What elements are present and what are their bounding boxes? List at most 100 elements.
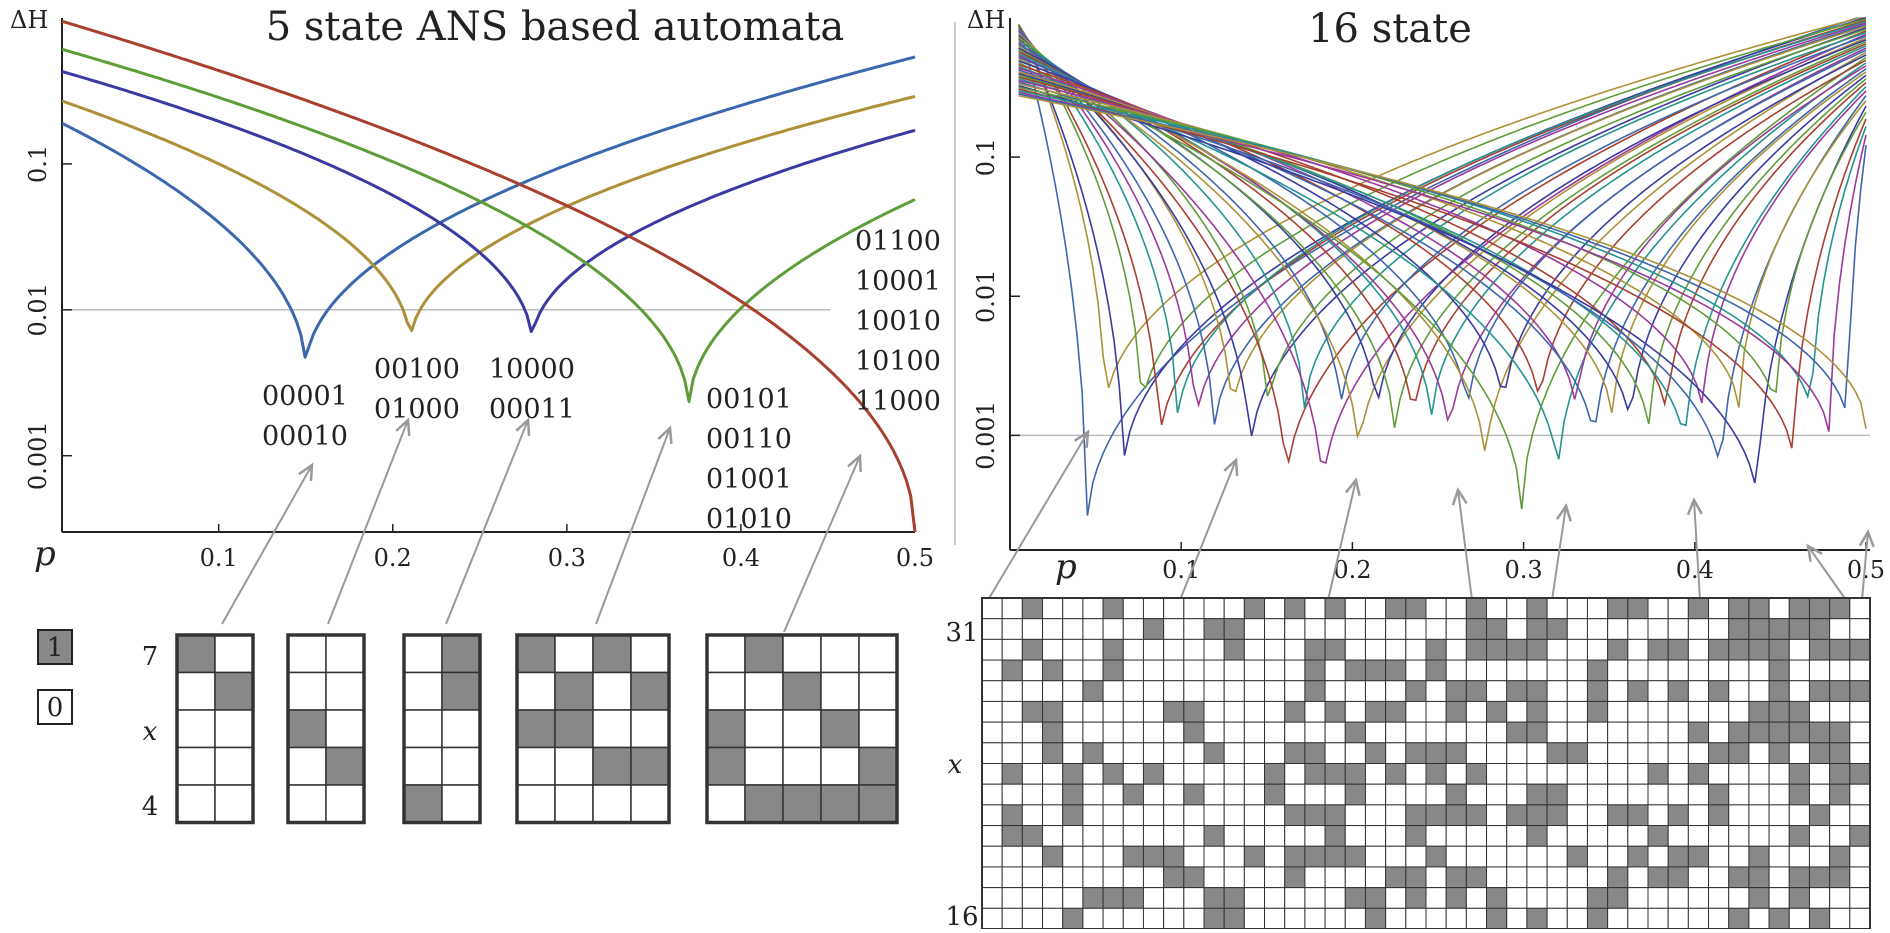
left-grid-cell xyxy=(744,784,784,824)
right-grid-cell xyxy=(1243,804,1266,827)
right-grid-cell xyxy=(1243,907,1266,930)
left-code-label: 10010 xyxy=(855,306,941,337)
right-series-line xyxy=(1017,18,1867,389)
right-grid-cell xyxy=(1284,659,1306,682)
right-grid-cell xyxy=(981,866,1003,889)
left-grid-cell xyxy=(744,709,784,749)
right-grid-cell xyxy=(1021,825,1044,847)
right-grid-cell xyxy=(1264,659,1286,682)
right-grid-cell xyxy=(1324,638,1346,661)
right-grid-cell xyxy=(1728,721,1750,744)
right-grid-cell xyxy=(1284,845,1306,868)
right-grid-cell xyxy=(1586,680,1609,702)
right-grid-cell xyxy=(1607,887,1629,909)
right-grid-cell xyxy=(1183,680,1205,702)
right-grid-cell xyxy=(1163,783,1185,806)
right-grid-cell xyxy=(1708,638,1730,661)
right-grid-cell xyxy=(1082,887,1104,909)
right-grid-cell xyxy=(1566,763,1588,785)
right-grid-cell xyxy=(1849,742,1871,764)
right-grid-cell xyxy=(1506,721,1528,744)
right-grid-cell xyxy=(1122,680,1144,702)
right-grid-cell xyxy=(1122,763,1144,785)
right-grid-cell xyxy=(1748,825,1770,847)
right-grid-cell xyxy=(1829,866,1851,889)
right-grid-cell xyxy=(1647,845,1669,868)
right-grid-cell xyxy=(1021,845,1044,868)
right-grid-cell xyxy=(1607,845,1629,868)
left-xlabel: p xyxy=(34,534,56,574)
right-grid-cell xyxy=(1264,618,1286,640)
right-grid-cell xyxy=(1284,866,1306,889)
right-grid-cell xyxy=(1142,887,1165,909)
right-grid-cell xyxy=(1243,825,1266,847)
right-grid-cell xyxy=(1566,597,1588,620)
right-grid-cell xyxy=(1586,783,1609,806)
right-grid-cell xyxy=(1667,721,1689,744)
right-series-line xyxy=(1018,51,1867,451)
right-grid-cell xyxy=(1627,659,1649,682)
right-grid-cell xyxy=(1001,597,1023,620)
left-grid-cell xyxy=(176,709,216,749)
right-grid-cell xyxy=(1647,680,1669,702)
right-grid-cell xyxy=(1264,721,1286,744)
right-grid-cell xyxy=(1607,638,1629,661)
right-grid-cell xyxy=(1667,638,1689,661)
right-grid-cell xyxy=(1486,700,1508,723)
left-grid-cell xyxy=(630,634,670,674)
left-grid-cell xyxy=(630,746,670,786)
right-grid-cell xyxy=(1385,825,1407,847)
right-grid-cell xyxy=(1042,825,1064,847)
right-series-line xyxy=(1018,31,1867,409)
right-grid-cell xyxy=(1627,597,1649,620)
right-grid-cell xyxy=(1405,907,1427,930)
right-series-line xyxy=(1018,84,1867,484)
left-grid-cell xyxy=(403,634,443,674)
right-grid-cell xyxy=(1788,618,1810,640)
right-grid-cell xyxy=(1304,638,1326,661)
right-grid-cell xyxy=(1546,700,1568,723)
right-grid-cell xyxy=(1486,597,1508,620)
right-grid-cell xyxy=(1344,907,1366,930)
right-grid-cell xyxy=(1001,825,1023,847)
right-grid-cell xyxy=(1203,618,1225,640)
right-arrow xyxy=(1457,489,1473,601)
right-grid-cell xyxy=(1566,804,1588,827)
right-grid-cell xyxy=(1142,618,1165,640)
left-grid-cell xyxy=(325,671,365,711)
right-grid-cell xyxy=(1243,742,1266,764)
right-grid-cell xyxy=(1486,721,1508,744)
left-grid-cell xyxy=(858,671,898,711)
right-grid-cell xyxy=(1627,721,1649,744)
right-grid-cell xyxy=(1304,742,1326,764)
right-grid-cell xyxy=(1203,763,1225,785)
right-grid-cell xyxy=(1445,597,1467,620)
left-grid-cell xyxy=(441,671,481,711)
right-grid-cell xyxy=(1203,721,1225,744)
right-grid-cell xyxy=(1163,907,1185,930)
right-grid-cell xyxy=(1385,907,1407,930)
left-xtick-label: 0.1 xyxy=(200,544,238,572)
left-code-label: 00110 xyxy=(706,424,792,455)
right-grid-cell xyxy=(1667,659,1689,682)
right-grid-cell xyxy=(1829,680,1851,702)
left-grid-cell xyxy=(820,709,860,749)
left-code-label: 00010 xyxy=(262,421,348,452)
right-grid-cell xyxy=(1021,659,1044,682)
right-grid-cell xyxy=(1021,638,1044,661)
right-grid-cell xyxy=(1768,907,1790,930)
right-grid-cell xyxy=(1728,638,1750,661)
right-grid-cell xyxy=(1062,680,1084,702)
right-grid-cell xyxy=(1506,907,1528,930)
right-grid-cell xyxy=(1486,866,1508,889)
right-grid-cell xyxy=(1042,597,1064,620)
right-grid-cell xyxy=(1122,845,1144,868)
right-grid-cell xyxy=(1566,887,1588,909)
right-grid-cell xyxy=(1829,638,1851,661)
right-grid-cell xyxy=(1607,804,1629,827)
right-grid-cell xyxy=(1486,845,1508,868)
right-grid-cell xyxy=(1304,659,1326,682)
right-grid-cell xyxy=(1768,783,1790,806)
right-grid-cell xyxy=(1082,700,1104,723)
right-grid-cell xyxy=(1163,618,1185,640)
